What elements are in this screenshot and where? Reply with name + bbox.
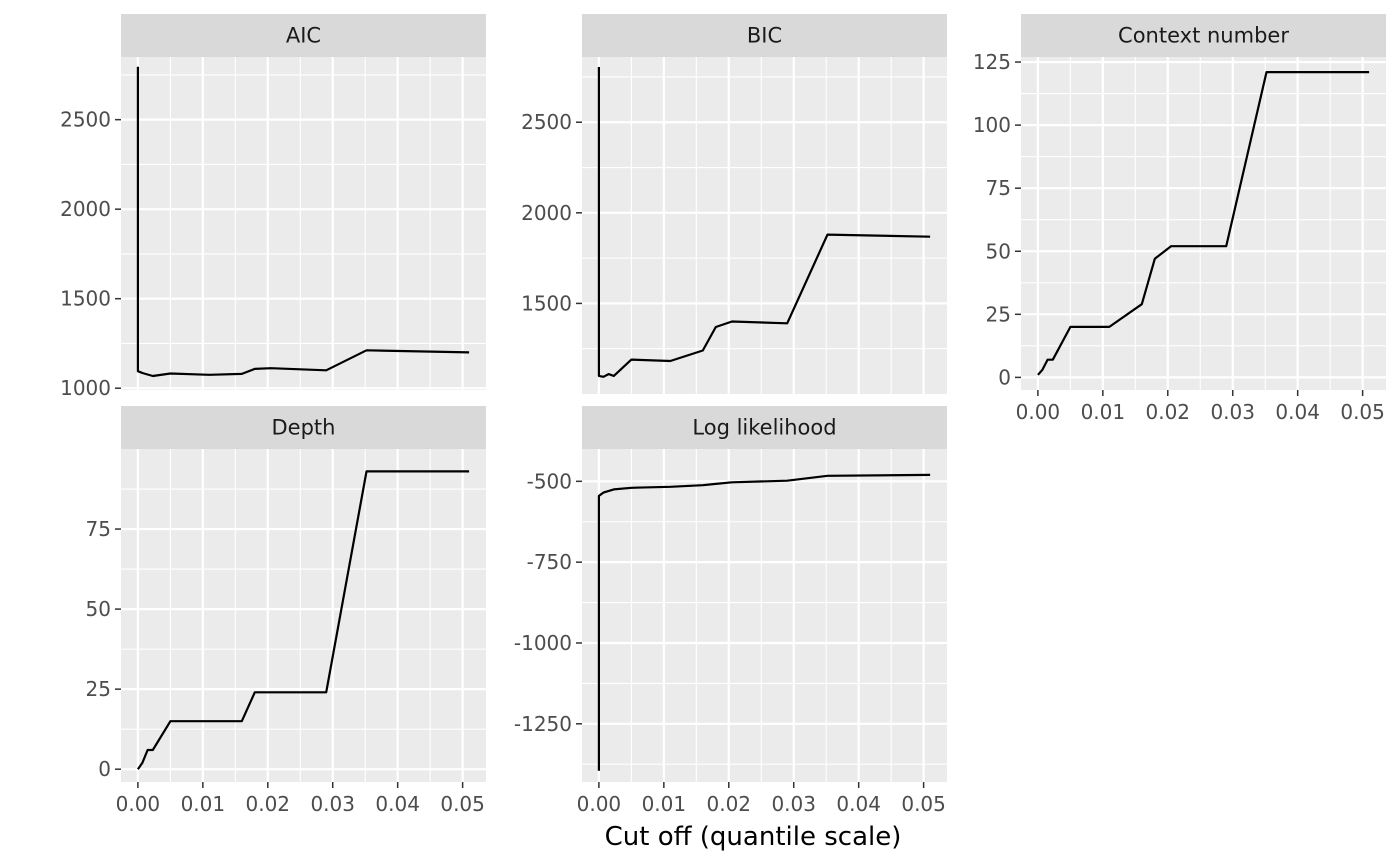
panel-background [582, 57, 947, 394]
x-tick-label: 0.05 [901, 792, 946, 816]
series-line-depth [137, 470, 470, 770]
x-tick-label: 0.05 [1340, 400, 1385, 424]
y-tick-label: 2000 [60, 197, 111, 221]
x-tick-label: 0.05 [440, 792, 485, 816]
y-tick-label: 75 [986, 176, 1011, 200]
y-tick-label: 50 [86, 597, 111, 621]
x-tick-label: 0.04 [1275, 400, 1320, 424]
panel-depth: Depth 0 25 50 75 0.00 0.01 0.02 0.03 0.04 0.05 [86, 406, 486, 816]
strip-depth [121, 406, 486, 449]
strip-label-context-number: Context number [1118, 24, 1289, 48]
y-tick-label: -1000 [514, 631, 572, 655]
panel-bic: BIC 1500 2000 2500 [521, 14, 947, 394]
strip-log-likelihood [582, 406, 947, 449]
strip-bic [582, 14, 947, 57]
y-tick-label: 2500 [521, 110, 572, 134]
y-tick-label: 50 [986, 239, 1011, 263]
x-tick-label: 0.04 [375, 792, 420, 816]
y-tick-label: -500 [527, 469, 572, 493]
x-tick-label: 0.01 [642, 792, 687, 816]
y-tick-label: -1250 [514, 712, 572, 736]
y-tick-label: -750 [527, 550, 572, 574]
y-tick-label: 0 [98, 757, 111, 781]
x-tick-label: 0.01 [1081, 400, 1126, 424]
panels: AIC1000150020002500BIC150020002500Contex… [60, 14, 1386, 816]
x-tick-label: 0.02 [1146, 400, 1191, 424]
x-tick-label: 0.03 [310, 792, 355, 816]
x-tick-label: 0.00 [577, 792, 622, 816]
series-line-bic [597, 67, 931, 378]
y-tick-label: 25 [986, 302, 1011, 326]
x-tick-label: 0.00 [116, 792, 161, 816]
x-tick-label: 0.02 [707, 792, 752, 816]
strip-label-bic: BIC [747, 24, 782, 48]
panel-background [121, 57, 486, 390]
strip-label-log-likelihood: Log likelihood [692, 416, 836, 440]
y-tick-label: 2000 [521, 201, 572, 225]
y-tick-label: 0 [998, 365, 1011, 389]
series-line-log-likelihood [597, 473, 931, 771]
x-axis-title: Cut off (quantile scale) [605, 822, 902, 852]
y-tick-label: 100 [973, 113, 1011, 137]
x-tick-label: 0.03 [1210, 400, 1255, 424]
y-tick-label: 1000 [60, 376, 111, 400]
panel-background [121, 449, 486, 782]
x-tick-label: 0.02 [246, 792, 291, 816]
strip-label-depth: Depth [272, 416, 336, 440]
panel-background [1021, 57, 1386, 390]
strip-label-aic: AIC [286, 24, 321, 48]
y-tick-label: 1500 [60, 287, 111, 311]
x-tick-label: 0.00 [1016, 400, 1061, 424]
panel-context-number: Context number 0 25 50 75 100 125 0.00 0.01 0.02 0… [973, 14, 1386, 424]
y-tick-label: 75 [86, 517, 111, 541]
strip-aic [121, 14, 486, 57]
x-tick-label: 0.04 [836, 792, 881, 816]
panel-log-likelihood: Log likelihood -1250 -1000 -750 -500 0.00 0.01… [514, 406, 947, 816]
series-line-aic [136, 66, 470, 378]
series-line-context-number [1037, 70, 1370, 376]
panel-background [582, 449, 947, 782]
y-tick-label: 25 [86, 677, 111, 701]
strip-context-number [1021, 14, 1386, 57]
panel-aic: AIC 1000 1500 2000 2500 [60, 14, 486, 400]
x-tick-label: 0.03 [771, 792, 816, 816]
x-tick-label: 0.01 [181, 792, 226, 816]
y-tick-label: 125 [973, 50, 1011, 74]
y-tick-label: 1500 [521, 291, 572, 315]
y-tick-label: 2500 [60, 108, 111, 132]
